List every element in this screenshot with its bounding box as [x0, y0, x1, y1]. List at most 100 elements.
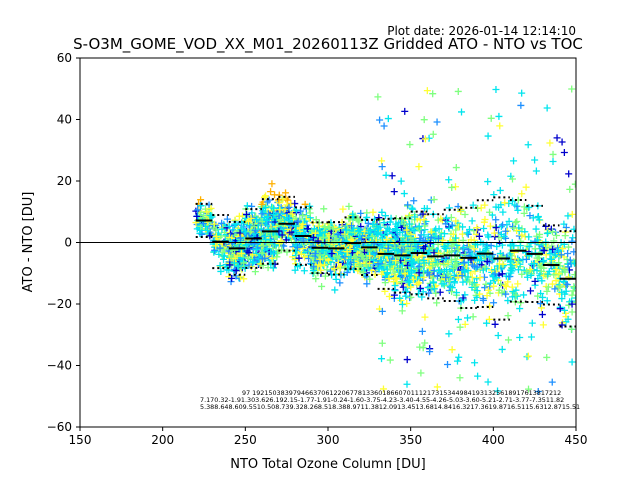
scatter-point [460, 244, 468, 252]
scatter-point [436, 288, 444, 296]
scatter-point [235, 262, 243, 270]
scatter-point [534, 213, 542, 221]
scatter-point [425, 134, 433, 142]
scatter-point [211, 220, 219, 228]
scatter-point [460, 259, 468, 267]
scatter-point [262, 216, 270, 224]
scatter-point [226, 261, 234, 269]
scatter-point [299, 211, 307, 219]
scatter-point [484, 132, 492, 140]
scatter-point [334, 230, 342, 238]
scatter-point [411, 213, 419, 221]
scatter-point [491, 320, 499, 328]
chart-title: S-O3M_GOME_VOD_XX_M01_20260113Z Gridded … [73, 35, 583, 54]
scatter-point [419, 276, 427, 284]
scatter-point [548, 378, 556, 386]
scatter-point [550, 237, 558, 245]
scatter-point [268, 180, 276, 188]
scatter-point [504, 336, 512, 344]
scatter-point [492, 86, 500, 94]
scatter-point [512, 291, 520, 299]
scatter-point [448, 288, 456, 296]
scatter-point [570, 248, 576, 256]
scatter-point [494, 387, 502, 395]
scatter-point [548, 280, 556, 288]
x-tick-label: 400 [482, 433, 505, 447]
y-tick-label: 20 [57, 174, 72, 188]
scatter-point [374, 260, 382, 268]
scatter-point [458, 272, 466, 280]
scatter-point [558, 138, 566, 146]
scatter-point [461, 268, 469, 276]
scatter-point [252, 245, 260, 253]
axes: 150 200 250 300 350 400 450 −60 −40 −20 0 20 40 60 [47, 51, 588, 447]
scatter-point [259, 242, 267, 250]
scatter-point [549, 228, 557, 236]
scatter-point [231, 266, 239, 274]
stats-mean-row: 7.170.32-1.91.303.626.192.15-1.77-1.91-0… [200, 396, 564, 404]
scatter-point [220, 255, 228, 263]
scatter-point [543, 229, 551, 237]
scatter-point [396, 228, 404, 236]
scatter-point [311, 229, 319, 237]
scatter-point [341, 232, 349, 240]
scatter-point [420, 231, 428, 239]
scatter-point [412, 253, 420, 261]
scatter-point [318, 282, 326, 290]
scatter-point [433, 272, 441, 280]
scatter-point [502, 227, 510, 235]
scatter-point [330, 237, 338, 245]
scatter-point [550, 271, 558, 279]
bin-stats-text: 97 1921503839794663706122067781336018660… [200, 389, 580, 411]
scatter-point [235, 212, 243, 220]
scatter-point [265, 240, 273, 248]
scatter-point [390, 188, 398, 196]
scatter-point [345, 256, 353, 264]
scatter-point [440, 250, 448, 258]
scatter-point [526, 287, 534, 295]
scatter-point [294, 243, 302, 251]
scatter-point [551, 285, 559, 293]
scatter-point [568, 210, 576, 218]
scatter-point [241, 264, 249, 272]
scatter-point [495, 233, 503, 241]
scatter-point [568, 85, 576, 93]
scatter-point [427, 234, 435, 242]
scatter-point [447, 213, 455, 221]
scatter-point [376, 116, 384, 124]
scatter-point [208, 213, 216, 221]
scatter-point [470, 245, 478, 253]
scatter-point [407, 283, 415, 291]
scatter-point [379, 239, 387, 247]
scatter-point [525, 385, 533, 393]
scatter-point [552, 232, 560, 240]
scatter-point [284, 196, 292, 204]
scatter-point [418, 327, 426, 335]
scatter-point [232, 220, 240, 228]
scatter-point [210, 224, 218, 232]
scatter-point [433, 383, 441, 391]
scatter-point [366, 275, 374, 283]
scatter-point [363, 280, 371, 288]
scatter-point [320, 261, 328, 269]
scatter-point [564, 250, 572, 258]
scatter-point [386, 356, 394, 364]
scatter-point [406, 141, 414, 149]
scatter-point [365, 227, 373, 235]
scatter-point [267, 248, 275, 256]
scatter-point [408, 204, 416, 212]
scatter-point [456, 323, 464, 331]
scatter-point [493, 242, 501, 250]
scatter-point [386, 260, 394, 268]
scatter-point [435, 234, 443, 242]
scatter-point [448, 183, 456, 191]
y-tick-label: −60 [47, 420, 72, 434]
scatter-point [551, 251, 559, 259]
scatter-point [251, 240, 259, 248]
scatter-point [566, 185, 574, 193]
scatter-point [325, 256, 333, 264]
scatter-point [473, 287, 481, 295]
scatter-point [382, 171, 390, 179]
scatter-point [484, 286, 492, 294]
scatter-point [492, 216, 500, 224]
